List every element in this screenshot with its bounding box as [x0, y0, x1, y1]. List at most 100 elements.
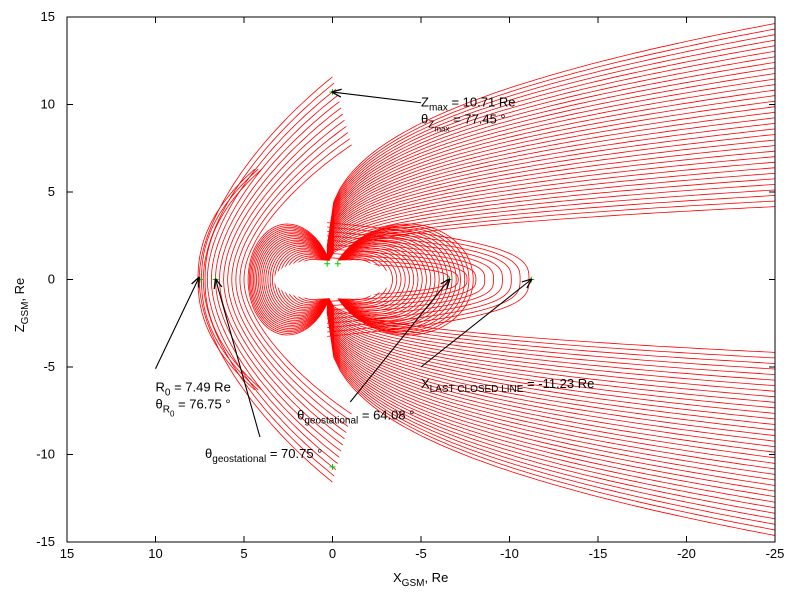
y-tick-label: -5 — [43, 359, 55, 374]
field-line — [326, 311, 775, 525]
annotation-arrow — [349, 280, 449, 403]
field-line — [326, 39, 775, 249]
field-line — [215, 101, 340, 280]
field-line — [202, 279, 335, 477]
field-line — [332, 252, 398, 307]
field-line — [211, 95, 338, 280]
field-line — [326, 299, 775, 403]
field-line — [326, 106, 775, 255]
field-line — [239, 279, 350, 421]
y-tick-label: 15 — [41, 9, 55, 24]
field-line — [207, 279, 337, 471]
field-line — [326, 301, 775, 420]
annotation-arrow — [155, 278, 199, 369]
field-line — [251, 228, 333, 331]
field-line — [326, 296, 775, 364]
field-line — [326, 306, 775, 475]
field-line — [327, 252, 468, 307]
y-axis-label: ZGSM, Re — [12, 278, 31, 333]
field-line — [326, 295, 775, 353]
field-line — [269, 244, 333, 315]
annotation-text: θR0 = 76.75 ° — [156, 397, 231, 419]
field-line — [223, 279, 344, 446]
x-tick-label: 0 — [329, 546, 336, 561]
x-tick-label: -25 — [766, 546, 785, 561]
field-line — [326, 304, 775, 453]
field-line — [219, 279, 342, 452]
field-line — [326, 308, 775, 492]
field-line — [267, 242, 333, 317]
ticks: 15 10 5 0 -5 -10 -15 -20 -25 -15 -10 -5 0 5 10 15 — [36, 9, 784, 561]
field-lines — [197, 23, 775, 536]
field-line — [257, 234, 333, 325]
field-line — [326, 45, 775, 249]
field-line — [326, 78, 775, 252]
field-line — [261, 238, 333, 321]
marker-point — [329, 463, 336, 470]
annotation-arrow — [333, 92, 422, 104]
x-axis-label: XGSM, Re — [393, 570, 448, 589]
field-line — [326, 100, 775, 254]
field-line — [263, 239, 333, 320]
field-line — [326, 56, 775, 250]
field-line — [271, 246, 333, 313]
field-line — [326, 306, 775, 470]
field-line — [326, 303, 775, 436]
field-line — [326, 312, 775, 531]
field-line — [326, 296, 775, 370]
field-line — [327, 235, 503, 324]
field-line — [326, 304, 775, 448]
field-line — [211, 279, 338, 464]
annotation-text: Zmax = 10.71 Re — [421, 94, 515, 113]
field-line — [326, 310, 775, 514]
field-line — [243, 279, 352, 415]
field-line — [332, 246, 415, 313]
field-line — [326, 178, 775, 262]
field-line — [326, 189, 775, 263]
field-line — [326, 301, 775, 425]
field-line — [326, 305, 775, 459]
x-tick-label: 10 — [148, 546, 162, 561]
annotation: XLAST CLOSED LINE = -11.23 Re — [420, 280, 594, 395]
y-tick-label: -15 — [36, 534, 55, 549]
field-line — [326, 300, 775, 414]
field-line — [326, 111, 775, 255]
y-tick-label: 10 — [41, 97, 55, 112]
field-line — [326, 34, 775, 248]
earth-lobe — [302, 260, 391, 299]
field-line — [326, 150, 775, 259]
x-tick-label: 15 — [60, 546, 74, 561]
x-tick-label: -10 — [500, 546, 519, 561]
field-line — [239, 138, 350, 280]
field-line — [227, 119, 345, 280]
field-line — [326, 305, 775, 464]
field-line — [248, 225, 333, 334]
field-line — [235, 279, 349, 427]
annotation-arrow — [420, 280, 531, 368]
field-line — [231, 126, 347, 280]
annotation-text: R0 = 7.49 Re — [156, 380, 231, 399]
field-line — [326, 117, 775, 256]
field-line — [326, 23, 775, 247]
x-tick-label: -15 — [589, 546, 608, 561]
field-line — [254, 231, 333, 328]
field-line — [326, 300, 775, 409]
field-line — [326, 128, 775, 257]
annotation-text: XLAST CLOSED LINE = -11.23 Re — [421, 376, 594, 395]
field-line — [250, 226, 333, 333]
field-line — [326, 84, 775, 253]
field-line — [326, 145, 775, 259]
field-line — [326, 139, 775, 258]
field-line — [326, 206, 775, 264]
annotation-arrow — [216, 280, 261, 438]
field-line — [326, 303, 775, 442]
y-tick-label: 0 — [48, 272, 55, 287]
field-line — [198, 76, 333, 280]
field-line — [326, 310, 775, 520]
field-line — [326, 298, 775, 387]
field-line — [326, 307, 775, 486]
marker-point — [324, 260, 331, 267]
field-line — [326, 297, 775, 381]
